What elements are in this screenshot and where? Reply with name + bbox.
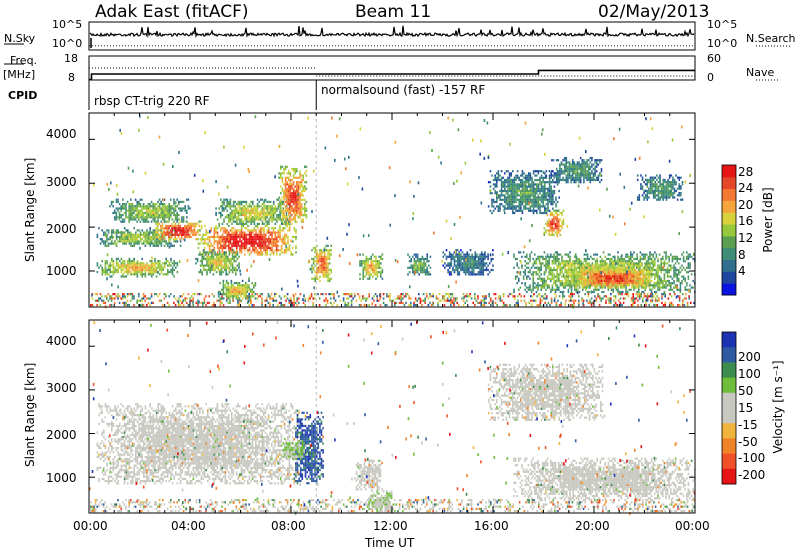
nsky-trace — [89, 25, 695, 39]
xtick-3: 12:00 — [373, 519, 408, 533]
noise-tick-right-bottom: 10^0 — [707, 37, 738, 50]
velocity-ytick-4000: 4000 — [46, 334, 77, 348]
power-colorbar-swatch — [722, 212, 736, 225]
power-colorbar-swatch — [722, 176, 736, 190]
velocity-cbar-tick-m15: -15 — [738, 418, 758, 432]
velocity-colorbar-swatch — [722, 377, 736, 394]
power-colorbar-swatch — [722, 200, 736, 213]
xtick-0: 00:00 — [73, 519, 108, 533]
freq-tick-left-bottom: 8 — [68, 71, 75, 84]
xtick-2: 08:00 — [271, 519, 306, 533]
velocity-ytick-3000: 3000 — [46, 381, 77, 395]
power-colorbar-swatch — [722, 247, 736, 260]
noise-panel-frame — [88, 21, 696, 51]
power-cbar-tick-28: 28 — [738, 165, 754, 179]
date-title: 02/May/2013 — [598, 2, 710, 22]
beam-title: Beam 11 — [355, 2, 432, 22]
velocity-cbar-tick-m200: -200 — [738, 468, 766, 482]
noise-tick-right-top: 10^5 — [707, 18, 738, 31]
power-colorbar-swatch — [722, 259, 736, 272]
velocity-colorbar-swatch — [722, 423, 736, 439]
power-colorbar-swatch — [722, 271, 736, 284]
power-cbar-tick-16: 16 — [738, 214, 754, 228]
noise-tick-left-bottom: 10^0 — [52, 37, 83, 50]
cpid-block-1-label: rbsp CT-trig 220 RF — [94, 94, 210, 108]
velocity-colorbar-swatch — [722, 468, 736, 485]
velocity-colorbar-swatch — [722, 362, 736, 379]
power-colorbar-swatch — [722, 188, 736, 201]
xtick-5: 20:00 — [575, 519, 610, 533]
power-cbar-tick-8: 8 — [738, 248, 746, 262]
freq-tick-left-top: 18 — [64, 52, 78, 65]
velocity-cbar-tick-50: 50 — [738, 384, 754, 398]
velocity-ytick-2000: 2000 — [46, 428, 77, 442]
power-colorbar-swatch — [722, 165, 736, 178]
velocity-ytick-1000: 1000 — [46, 471, 77, 485]
power-colorbar-swatch — [722, 283, 736, 296]
velocity-colorbar-frame — [721, 331, 737, 485]
power-ytick-2000: 2000 — [46, 222, 77, 236]
noise-tick-left-top: 10^5 — [52, 18, 83, 31]
x-axis-label: Time UT — [365, 536, 415, 550]
power-echo-cells — [90, 114, 696, 309]
freq-trace — [89, 69, 695, 81]
power-ytick-1000: 1000 — [46, 264, 77, 278]
station-title: Adak East (fitACF) — [95, 2, 249, 22]
power-colorbar-frame — [721, 164, 737, 296]
velocity-colorbar-swatch — [722, 332, 736, 348]
nsky-label: N.Sky — [4, 32, 36, 45]
velocity-cbar-tick-15: 15 — [738, 401, 754, 415]
power-cbar-tick-20: 20 — [738, 198, 754, 212]
velocity-colorbar-swatch — [722, 408, 736, 424]
power-cbar-tick-12: 12 — [738, 231, 754, 245]
velocity-cbar-tick-100: 100 — [738, 367, 761, 381]
freq-tick-right-bottom: 0 — [707, 71, 714, 84]
velocity-colorbar-swatch — [722, 438, 736, 455]
velocity-colorbar-swatch — [722, 392, 736, 409]
power-cbar-tick-24: 24 — [738, 181, 754, 195]
power-colorbar-swatch — [722, 235, 736, 249]
velocity-colorbar-swatch — [722, 453, 736, 470]
velocity-cbar-tick-200: 200 — [738, 350, 761, 364]
nsearch-label: N.Search — [746, 32, 796, 45]
velocity-echo-cells — [89, 320, 696, 515]
power-colorbar-swatch — [722, 224, 736, 237]
freq-unit-label: [MHz] — [3, 68, 36, 81]
velocity-cbar-tick-m50: -50 — [738, 435, 758, 449]
cpid-block-2-label: normalsound (fast) -157 RF — [321, 83, 486, 97]
power-ytick-3000: 3000 — [46, 175, 77, 189]
freq-tick-right-top: 60 — [707, 52, 721, 65]
velocity-colorbar-swatch — [722, 347, 736, 363]
xtick-6: 00:00 — [675, 519, 710, 533]
xtick-4: 16:00 — [474, 519, 509, 533]
cpid-label: CPID — [8, 89, 38, 102]
nave-label: Nave — [746, 66, 775, 79]
velocity-cbar-tick-m100: -100 — [738, 451, 766, 465]
power-cbar-tick-4: 4 — [738, 264, 746, 278]
xtick-1: 04:00 — [171, 519, 206, 533]
power-ytick-4000: 4000 — [46, 127, 77, 141]
